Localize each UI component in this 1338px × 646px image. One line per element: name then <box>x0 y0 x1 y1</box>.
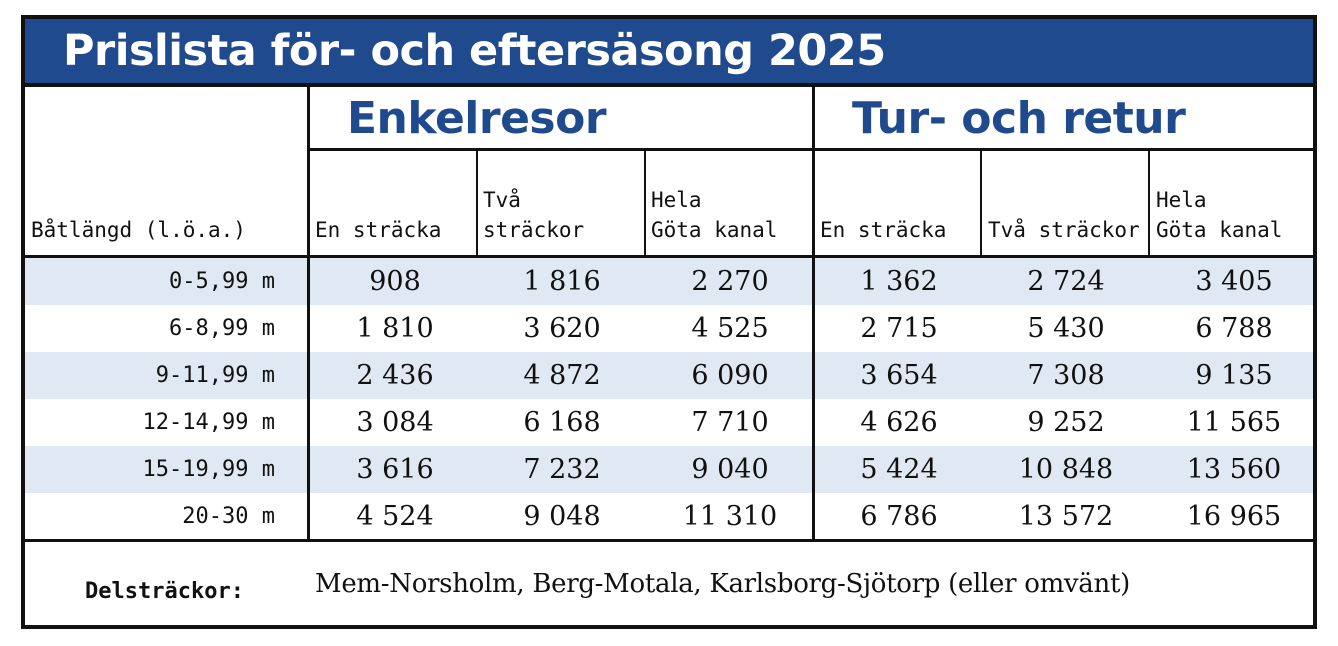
price-cell: 2 270 <box>691 266 769 297</box>
price-cell: 11 310 <box>682 501 778 532</box>
boat-length-cell: 6-8,99 m <box>169 316 275 341</box>
column-header-label: En sträcka <box>315 218 442 242</box>
column-header-return-3: Hela Göta kanal <box>1156 151 1316 255</box>
column-divider <box>307 87 310 539</box>
table-row: 20-30 m 4 524 9 048 11 310 6 786 13 572 16 965 <box>25 493 1313 540</box>
boat-length-cell: 15-19,99 m <box>142 457 275 482</box>
price-cell: 4 524 <box>356 501 434 532</box>
price-cell: 10 848 <box>1018 454 1114 485</box>
price-cell: 1 816 <box>523 266 601 297</box>
table-row: 6-8,99 m 1 810 3 620 4 525 2 715 5 430 6 788 <box>25 305 1313 352</box>
price-cell: 6 786 <box>860 501 938 532</box>
price-cell: 2 724 <box>1027 266 1105 297</box>
title-divider <box>25 83 1313 87</box>
header-divider <box>25 255 1313 258</box>
column-header-label: Hela Göta kanal <box>651 188 778 242</box>
price-cell: 2 436 <box>356 360 434 391</box>
price-cell: 7 308 <box>1027 360 1105 391</box>
group-divider <box>309 148 1313 151</box>
price-cell: 3 620 <box>523 313 601 344</box>
price-cell: 6 090 <box>691 360 769 391</box>
column-divider <box>644 151 646 255</box>
price-cell: 5 424 <box>860 454 938 485</box>
column-header-return-1: En sträcka <box>820 151 980 255</box>
footer-divider <box>25 539 1313 542</box>
table-row: 12-14,99 m 3 084 6 168 7 710 4 626 9 252 11 56… <box>25 399 1313 446</box>
column-divider <box>980 151 982 255</box>
price-cell: 4 872 <box>523 360 601 391</box>
price-cell: 9 040 <box>691 454 769 485</box>
price-cell: 5 430 <box>1027 313 1105 344</box>
price-cell: 7 710 <box>691 407 769 438</box>
price-cell: 3 084 <box>356 407 434 438</box>
table-row: 15-19,99 m 3 616 7 232 9 040 5 424 10 848 13 5… <box>25 446 1313 493</box>
price-cell: 16 965 <box>1186 501 1282 532</box>
column-header-return-2: Två sträckor <box>988 151 1148 255</box>
price-cell: 3 654 <box>860 360 938 391</box>
boat-length-cell: 0-5,99 m <box>169 269 275 294</box>
table-title: Prislista för- och eftersäsong 2025 <box>25 19 1313 83</box>
price-cell: 908 <box>369 266 421 297</box>
price-cell: 7 232 <box>523 454 601 485</box>
column-header-single-3: Hela Göta kanal <box>651 151 811 255</box>
price-cell: 13 572 <box>1018 501 1114 532</box>
column-header-label: Båtlängd (l.ö.a.) <box>31 218 246 242</box>
column-divider <box>812 87 815 539</box>
price-cell: 9 252 <box>1027 407 1105 438</box>
price-cell: 6 168 <box>523 407 601 438</box>
column-header-label: Hela Göta kanal <box>1156 188 1283 242</box>
price-cell: 1 810 <box>356 313 434 344</box>
footer-label: Delsträckor: <box>85 579 244 604</box>
price-cell: 6 788 <box>1195 313 1273 344</box>
boat-length-cell: 9-11,99 m <box>155 363 275 388</box>
column-header-label: Två sträckor <box>988 218 1140 242</box>
boat-length-cell: 12-14,99 m <box>142 410 275 435</box>
price-cell: 3 405 <box>1195 266 1273 297</box>
column-header-label: En sträcka <box>820 218 947 242</box>
price-cell: 1 362 <box>860 266 938 297</box>
column-divider <box>476 151 478 255</box>
price-table: Prislista för- och eftersäsong 2025 Enke… <box>21 15 1317 629</box>
price-cell: 9 135 <box>1195 360 1273 391</box>
footer-text: Mem-Norsholm, Berg-Motala, Karlsborg-Sjö… <box>315 569 1130 599</box>
column-header-label: Två sträckor <box>483 188 585 242</box>
table-row: 0-5,99 m 908 1 816 2 270 1 362 2 724 3 405 <box>25 258 1313 305</box>
column-header-boat-length: Båtlängd (l.ö.a.) <box>31 151 301 255</box>
price-cell: 9 048 <box>523 501 601 532</box>
price-cell: 2 715 <box>860 313 938 344</box>
column-header-single-2: Två sträckor <box>483 151 643 255</box>
price-cell: 13 560 <box>1186 454 1282 485</box>
group-heading-single: Enkelresor <box>347 93 607 144</box>
price-cell: 4 525 <box>691 313 769 344</box>
price-cell: 4 626 <box>860 407 938 438</box>
column-divider <box>1148 151 1150 255</box>
group-heading-return: Tur- och retur <box>852 93 1186 144</box>
boat-length-cell: 20-30 m <box>182 504 275 529</box>
table-row: 9-11,99 m 2 436 4 872 6 090 3 654 7 308 9 135 <box>25 352 1313 399</box>
price-cell: 3 616 <box>356 454 434 485</box>
price-cell: 11 565 <box>1186 407 1282 438</box>
column-header-single-1: En sträcka <box>315 151 475 255</box>
